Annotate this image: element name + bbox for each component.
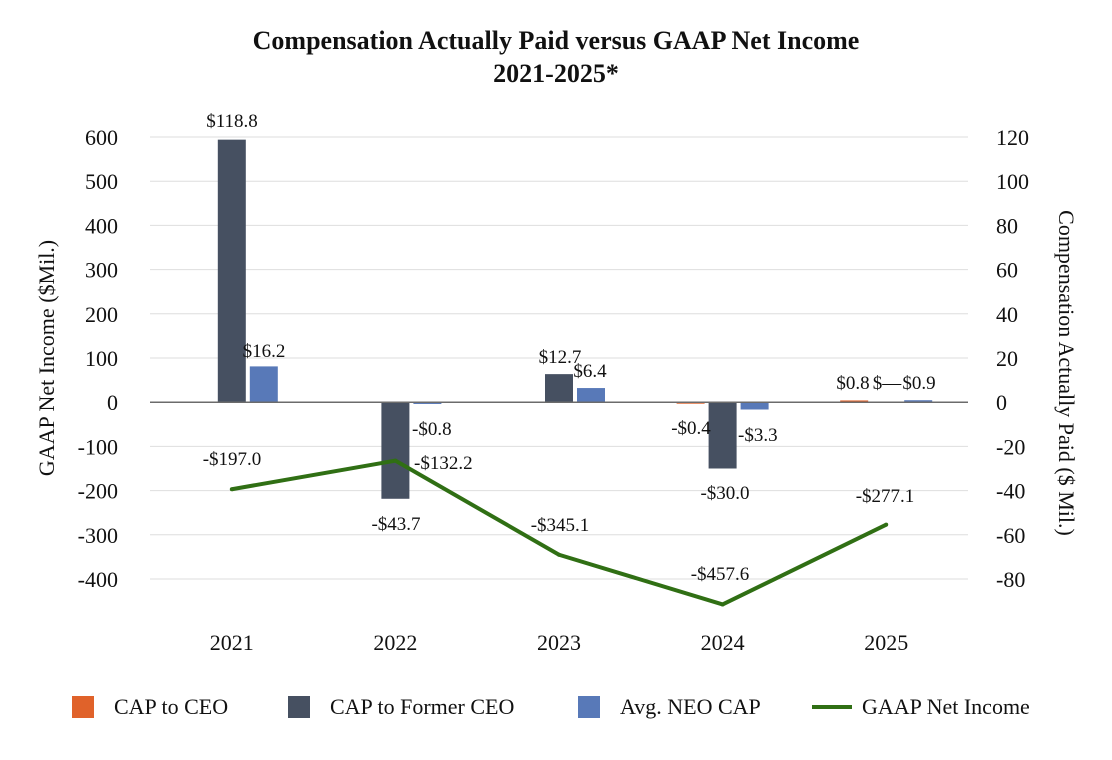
legend-swatch-avg-neo-cap <box>578 696 600 718</box>
right-tick-label: 120 <box>996 125 1029 150</box>
legend-swatch-gaap-net-income <box>812 705 852 709</box>
left-tick-label: -400 <box>78 567 118 592</box>
right-tick-label: -20 <box>996 434 1025 459</box>
point-gaap-net-income-2022 <box>393 458 398 463</box>
data-label-gaap-net-income: -$197.0 <box>203 449 262 470</box>
point-gaap-net-income-2021 <box>229 487 234 492</box>
right-tick-label: 40 <box>996 302 1018 327</box>
combo-chart: 6005004003002001000-100-200-300-40012010… <box>34 111 1079 655</box>
left-axis-title: GAAP Net Income ($Mil.) <box>34 240 59 476</box>
data-label-avg-neo-cap: -$3.3 <box>738 425 778 446</box>
legend-swatch-cap-to-ceo <box>72 696 94 718</box>
left-tick-label: 600 <box>85 125 118 150</box>
right-tick-label: 0 <box>996 390 1007 415</box>
bar-avg-neo-cap-2023 <box>577 388 605 403</box>
point-gaap-net-income-2024 <box>720 602 725 607</box>
data-label-cap-to-former-ceo: $118.8 <box>206 111 258 132</box>
right-tick-label: 100 <box>996 169 1029 194</box>
chart-title-line1: Compensation Actually Paid versus GAAP N… <box>252 26 860 55</box>
bar-cap-to-former-ceo-2021 <box>217 139 246 403</box>
bar-cap-to-ceo-2025 <box>840 400 869 403</box>
legend-label-cap-to-ceo: CAP to CEO <box>114 694 229 719</box>
point-gaap-net-income-2023 <box>557 552 561 557</box>
right-tick-label: 80 <box>996 213 1018 238</box>
bar-avg-neo-cap-2024 <box>740 402 769 410</box>
right-tick-label: 60 <box>996 258 1018 283</box>
data-label-cap-to-former-ceo: -$43.7 <box>371 514 420 535</box>
legend: CAP to CEO CAP to Former CEO Avg. NEO CA… <box>0 690 1112 724</box>
data-label-gaap-net-income: -$345.1 <box>531 515 590 536</box>
chart-title: Compensation Actually Paid versus GAAP N… <box>0 24 1112 90</box>
data-label-avg-neo-cap: -$0.8 <box>412 419 452 440</box>
legend-swatch-cap-to-former-ceo <box>288 696 310 718</box>
legend-label-avg-neo-cap: Avg. NEO CAP <box>620 694 761 719</box>
data-label-cap-to-former-ceo: $— <box>873 373 903 394</box>
bar-cap-to-former-ceo-2022 <box>381 402 410 499</box>
legend-item-avg-neo-cap: Avg. NEO CAP <box>578 690 761 724</box>
x-tick-label: 2021 <box>210 630 254 655</box>
data-label-cap-to-ceo: -$0.4 <box>671 418 711 439</box>
left-tick-label: 0 <box>107 390 118 415</box>
legend-item-gaap-net-income: GAAP Net Income <box>812 690 1030 724</box>
legend-label-gaap-net-income: GAAP Net Income <box>862 694 1030 719</box>
data-label-cap-to-former-ceo: $12.7 <box>539 347 582 368</box>
left-tick-label: -100 <box>78 434 118 459</box>
legend-item-cap-to-former-ceo: CAP to Former CEO <box>288 690 514 724</box>
left-tick-label: 200 <box>85 302 118 327</box>
bar-cap-to-former-ceo-2023 <box>545 374 573 403</box>
point-gaap-net-income-2025 <box>884 522 889 527</box>
data-label-gaap-net-income: -$132.2 <box>414 453 473 474</box>
bar-avg-neo-cap-2022 <box>413 402 442 404</box>
x-tick-label: 2022 <box>373 630 417 655</box>
right-tick-label: -80 <box>996 567 1025 592</box>
legend-label-cap-to-former-ceo: CAP to Former CEO <box>330 694 515 719</box>
x-tick-label: 2025 <box>864 630 908 655</box>
data-label-avg-neo-cap: $16.2 <box>243 341 286 362</box>
left-tick-label: -300 <box>78 523 118 548</box>
left-tick-label: 500 <box>85 169 118 194</box>
chart-subtitle: 2021-2025* <box>493 59 619 88</box>
right-axis-title: Compensation Actually Paid ($ Mil.) <box>1054 210 1079 536</box>
data-label-avg-neo-cap: $0.9 <box>902 373 935 394</box>
left-tick-label: 400 <box>85 213 118 238</box>
left-tick-label: 100 <box>85 346 118 371</box>
x-tick-label: 2024 <box>701 630 745 655</box>
data-label-avg-neo-cap: $6.4 <box>573 361 607 382</box>
legend-item-cap-to-ceo: CAP to CEO <box>72 690 228 724</box>
data-label-cap-to-former-ceo: -$30.0 <box>700 483 749 504</box>
data-label-cap-to-ceo: $0.8 <box>836 373 869 394</box>
right-tick-label: -60 <box>996 523 1025 548</box>
left-tick-label: -200 <box>78 479 118 504</box>
x-tick-label: 2023 <box>537 630 581 655</box>
left-tick-label: 300 <box>85 258 118 283</box>
data-label-gaap-net-income: -$457.6 <box>691 564 750 585</box>
bar-cap-to-former-ceo-2024 <box>708 402 737 469</box>
data-label-gaap-net-income: -$277.1 <box>856 486 915 507</box>
bar-avg-neo-cap-2021 <box>249 366 278 403</box>
right-tick-label: -40 <box>996 479 1025 504</box>
bar-avg-neo-cap-2025 <box>904 400 933 403</box>
right-tick-label: 20 <box>996 346 1018 371</box>
